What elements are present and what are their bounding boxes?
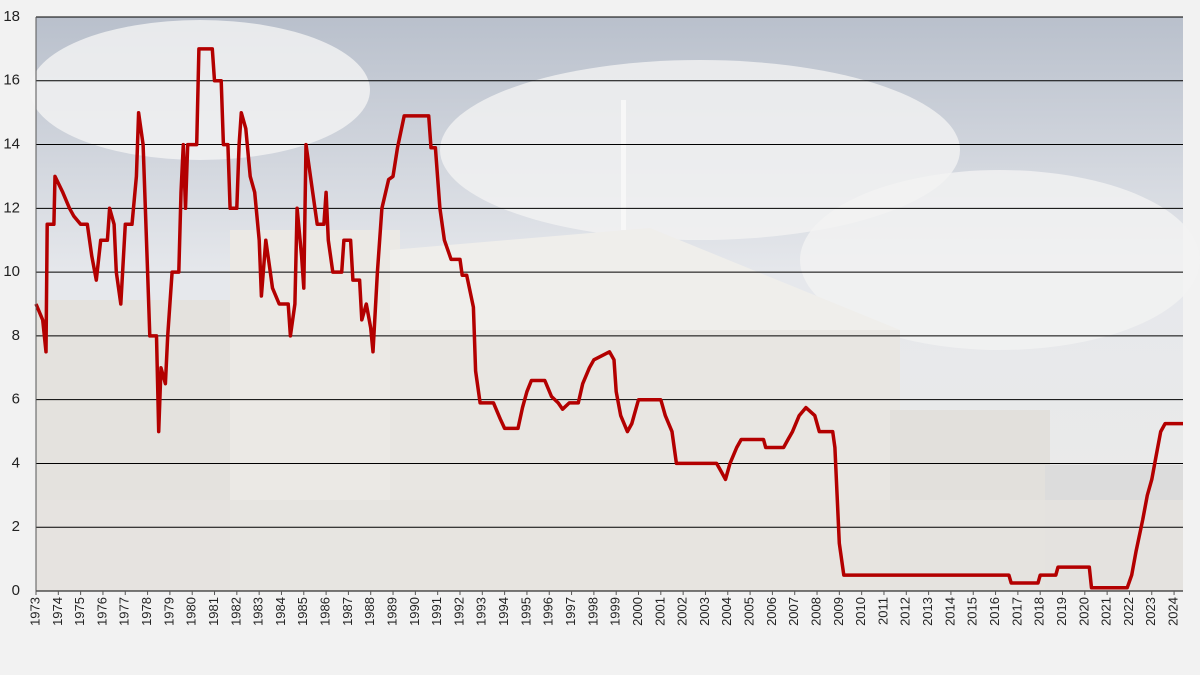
background-photo — [30, 17, 1200, 591]
x-tick-label: 2005 — [742, 597, 757, 626]
x-tick-label: 2015 — [965, 597, 980, 626]
x-tick-label: 1995 — [518, 597, 533, 626]
x-tick-label: 1983 — [251, 597, 266, 626]
y-tick-label: 6 — [12, 391, 20, 408]
y-tick-label: 16 — [3, 72, 20, 89]
x-tick-label: 2016 — [987, 597, 1002, 626]
x-tick-label: 2024 — [1166, 597, 1181, 626]
x-tick-label: 1989 — [384, 597, 399, 626]
x-tick-label: 1986 — [318, 597, 333, 626]
x-tick-label: 1973 — [27, 597, 42, 626]
x-tick-label: 1993 — [474, 597, 489, 626]
y-tick-label: 0 — [12, 582, 20, 599]
x-tick-label: 2022 — [1121, 597, 1136, 626]
rate-line — [34, 47, 1183, 590]
x-tick-label: 1982 — [228, 597, 243, 626]
x-tick-label: 1992 — [451, 597, 466, 626]
x-tick-label: 1987 — [340, 597, 355, 626]
x-tick-label: 1976 — [94, 597, 109, 626]
x-tick-label: 2000 — [630, 597, 645, 626]
x-tick-label: 1999 — [608, 597, 623, 626]
x-tick-label: 2006 — [764, 597, 779, 626]
x-tick-label: 2019 — [1054, 597, 1069, 626]
y-tick-label: 4 — [12, 454, 20, 471]
x-tick-label: 1994 — [496, 597, 511, 626]
y-tick-label: 18 — [3, 8, 20, 25]
x-tick-label: 1997 — [563, 597, 578, 626]
x-tick-label: 2011 — [875, 597, 890, 625]
x-tick-label: 2003 — [697, 597, 712, 626]
x-tick-label: 2004 — [719, 597, 734, 626]
x-tick-label: 2007 — [786, 597, 801, 626]
x-tick-label: 1981 — [206, 597, 221, 626]
x-tick-label: 2023 — [1143, 597, 1158, 626]
y-tick-label: 10 — [3, 263, 20, 280]
x-tick-label: 1996 — [541, 597, 556, 626]
x-tick-label: 1990 — [407, 597, 422, 626]
x-tick-label: 1977 — [117, 597, 132, 626]
x-tick-label: 1979 — [161, 597, 176, 626]
y-tick-label: 14 — [3, 136, 20, 153]
x-tick-label: 1998 — [585, 597, 600, 626]
x-tick-label: 2009 — [831, 597, 846, 626]
x-tick-label: 1991 — [429, 597, 444, 626]
axes: 0 2 4 6 8 10 12 14 16 18 1973 1974 1975 1976 1977 1978 1… — [3, 8, 1183, 626]
x-tick-label: 2014 — [942, 597, 957, 626]
y-tick-label: 12 — [3, 199, 20, 216]
x-tick-label: 1980 — [184, 597, 199, 626]
x-tick-label: 2001 — [652, 597, 667, 626]
x-tick-label: 1985 — [295, 597, 310, 626]
x-tick-label: 2018 — [1032, 597, 1047, 626]
x-tick-label: 1974 — [50, 597, 65, 626]
x-tick-label: 1978 — [139, 597, 154, 626]
x-tick-label: 1984 — [273, 597, 288, 626]
x-tick-label: 2017 — [1009, 597, 1024, 626]
x-tick-label: 2010 — [853, 597, 868, 626]
x-tick-label: 2002 — [675, 597, 690, 626]
x-tick-label: 2020 — [1076, 597, 1091, 626]
x-tick-label: 2013 — [920, 597, 935, 626]
x-tick-label: 2021 — [1099, 597, 1114, 626]
x-tick-label: 2008 — [808, 597, 823, 626]
y-tick-label: 2 — [12, 518, 20, 535]
x-tick-label: 2012 — [898, 597, 913, 626]
y-tick-label: 8 — [12, 327, 20, 344]
x-tick-label: 1988 — [362, 597, 377, 626]
x-tick-label: 1975 — [72, 597, 87, 626]
